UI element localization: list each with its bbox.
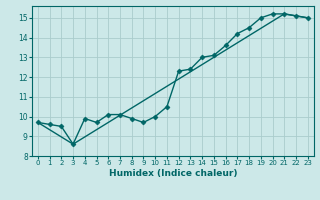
X-axis label: Humidex (Indice chaleur): Humidex (Indice chaleur) xyxy=(108,169,237,178)
